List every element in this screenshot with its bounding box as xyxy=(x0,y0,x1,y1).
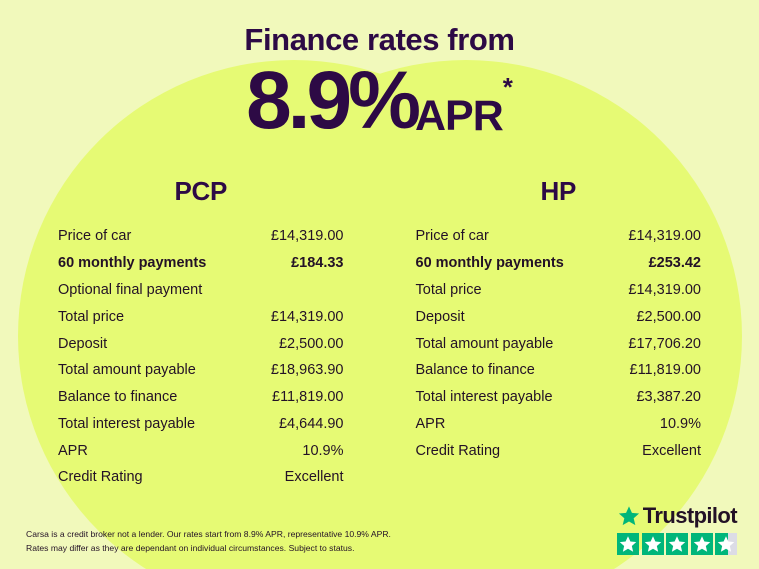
table-row: Balance to finance £11,819.00 xyxy=(58,384,344,411)
row-label: Balance to finance xyxy=(415,362,535,379)
table-row: 60 monthly payments £253.42 xyxy=(416,250,702,277)
page-title: Finance rates from xyxy=(244,22,515,57)
row-value: Excellent xyxy=(284,469,344,486)
trustpilot-wordmark: Trustpilot xyxy=(617,503,738,529)
row-value: £2,500.00 xyxy=(636,308,701,325)
table-row: Total amount payable £18,963.90 xyxy=(58,357,344,384)
row-value: £253.42 xyxy=(648,255,701,272)
row-label: Total interest payable xyxy=(415,389,553,406)
table-row: Total interest payable £3,387.20 xyxy=(416,384,702,411)
table-row: Deposit £2,500.00 xyxy=(416,303,702,330)
plan-title-pcp: PCP xyxy=(174,176,228,206)
row-label: 60 monthly payments xyxy=(58,255,207,272)
row-value: £4,644.90 xyxy=(278,415,344,432)
row-value: £11,819.00 xyxy=(272,389,344,406)
row-value: £11,819.00 xyxy=(629,362,702,379)
row-label: Balance to finance xyxy=(58,389,178,406)
plan-rows-pcp: Price of car £14,319.00 60 monthly paymen… xyxy=(58,223,344,491)
row-value: £17,706.20 xyxy=(628,335,701,352)
row-value: £14,319.00 xyxy=(270,308,344,325)
trustpilot-star-icon xyxy=(618,506,639,526)
table-row: APR 10.9% xyxy=(58,437,344,464)
row-value: £2,500.00 xyxy=(278,335,344,352)
table-row: Price of car £14,319.00 xyxy=(58,223,344,250)
row-value: £184.33 xyxy=(291,255,344,272)
headline-rate: 8.9% APR * xyxy=(0,60,759,142)
disclaimer-line-1: Carsa is a credit broker not a lender. O… xyxy=(26,529,391,540)
table-row: Price of car £14,319.00 xyxy=(416,223,702,250)
row-label: Total price xyxy=(58,308,125,325)
row-label: Total amount payable xyxy=(58,362,196,379)
table-row: 60 monthly payments £184.33 xyxy=(58,250,344,277)
row-value: 10.9% xyxy=(659,415,701,432)
trustpilot-star-2-icon xyxy=(641,533,664,555)
row-label: Credit Rating xyxy=(415,442,501,459)
trustpilot-rating[interactable]: Trustpilot xyxy=(617,503,738,555)
row-label: Optional final payment xyxy=(58,281,203,298)
row-label: Deposit xyxy=(415,308,465,325)
table-row: Total interest payable £4,644.90 xyxy=(58,410,344,437)
trustpilot-star-3-icon xyxy=(666,533,688,555)
venn-circle-right xyxy=(190,60,742,569)
table-row: Optional final payment xyxy=(58,277,344,304)
plan-column-hp: HP Price of car £14,319.00 60 monthly pay… xyxy=(380,176,738,491)
row-label: Total price xyxy=(415,281,482,298)
disclaimer-line-2: Rates may differ as they are dependant o… xyxy=(26,542,355,553)
row-label: 60 monthly payments xyxy=(415,255,564,272)
row-value: £18,963.90 xyxy=(270,362,344,379)
plan-title-hp: HP xyxy=(540,176,577,206)
row-value: £14,319.00 xyxy=(628,281,701,298)
row-label: Total amount payable xyxy=(415,335,554,352)
table-row: APR 10.9% xyxy=(416,410,702,437)
disclaimer-text: Carsa is a credit broker not a lender. O… xyxy=(26,528,391,555)
row-value: Excellent xyxy=(642,442,701,459)
table-row: Deposit £2,500.00 xyxy=(58,330,344,357)
table-row: Total price £14,319.00 xyxy=(416,277,702,304)
asterisk-marker: * xyxy=(502,72,513,102)
plan-rows-hp: Price of car £14,319.00 60 monthly paymen… xyxy=(416,223,702,464)
table-row: Credit Rating Excellent xyxy=(416,437,702,464)
table-row: Balance to finance £11,819.00 xyxy=(416,357,702,384)
trustpilot-name: Trustpilot xyxy=(642,503,738,528)
row-label: Price of car xyxy=(58,228,132,245)
rate-number: 8.9% xyxy=(246,55,421,146)
row-label: Deposit xyxy=(58,335,108,352)
trustpilot-star-1-icon xyxy=(617,533,639,555)
row-label: Credit Rating xyxy=(58,469,143,486)
row-value: 10.9% xyxy=(302,442,344,459)
row-value: £14,319.00 xyxy=(270,228,344,245)
row-value: £3,387.20 xyxy=(636,389,701,406)
rate-unit: APR xyxy=(414,92,504,140)
row-label: Total interest payable xyxy=(58,415,196,432)
table-row: Credit Rating Excellent xyxy=(58,464,344,491)
table-row: Total amount payable £17,706.20 xyxy=(416,330,702,357)
table-row: Total price £14,319.00 xyxy=(58,303,344,330)
footer: Carsa is a credit broker not a lender. O… xyxy=(0,503,759,555)
plan-column-pcp: PCP Price of car £14,319.00 60 monthly pa… xyxy=(22,176,380,491)
hero-section: Finance rates from 8.9% APR * xyxy=(0,0,759,142)
row-label: Price of car xyxy=(415,228,489,245)
row-label: APR xyxy=(58,442,88,459)
trustpilot-star-row xyxy=(617,533,737,555)
finance-plan-comparison: PCP Price of car £14,319.00 60 monthly pa… xyxy=(0,176,759,491)
trustpilot-star-4-icon xyxy=(690,533,713,555)
row-label: APR xyxy=(415,415,446,432)
trustpilot-star-5-icon xyxy=(715,533,737,555)
row-value: £14,319.00 xyxy=(628,228,701,245)
